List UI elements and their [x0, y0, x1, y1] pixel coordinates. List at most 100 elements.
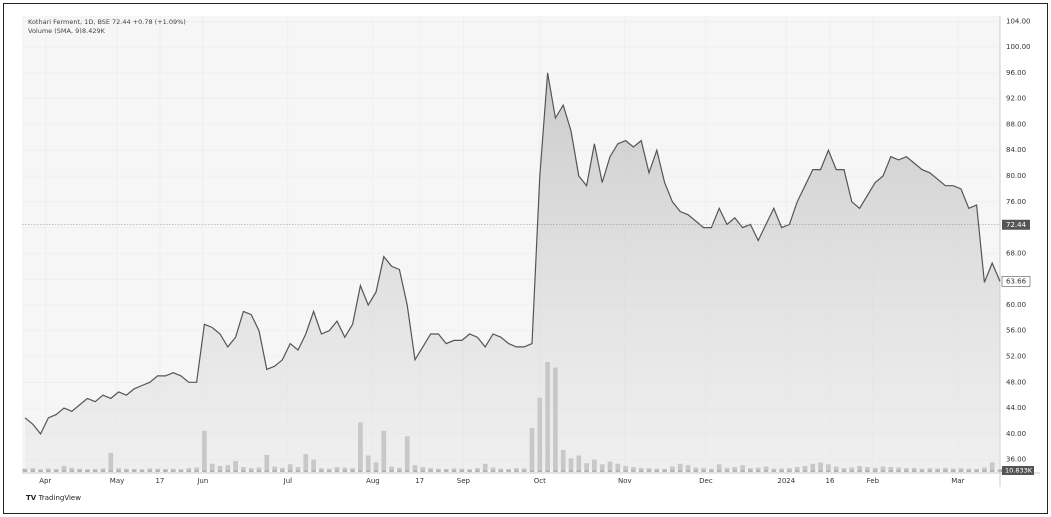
volume-bar	[958, 468, 964, 472]
volume-bar	[974, 468, 979, 472]
x-tick-label: Aug	[366, 477, 380, 485]
volume-bar	[124, 468, 129, 472]
y-tick-label: 84.00	[1006, 146, 1026, 154]
volume-bar	[935, 468, 940, 472]
volume-bar	[654, 468, 660, 472]
volume-bar	[709, 468, 714, 472]
volume-bar	[443, 468, 449, 472]
y-tick-label: 48.00	[1006, 378, 1026, 386]
price-line	[24, 72, 1001, 436]
volume-bar	[319, 468, 324, 472]
volume-bar	[77, 468, 82, 472]
title-stats: 72.44 +0.78 (+1.09%)	[112, 18, 186, 26]
volume-bar	[475, 468, 480, 472]
volume-bar	[779, 468, 784, 472]
volume-bar	[950, 468, 956, 472]
title: Kothari Ferment, 1D, BSE	[28, 18, 110, 26]
x-tick-label: Dec	[699, 477, 713, 485]
volume-bar	[326, 468, 332, 472]
x-tick-label: Apr	[39, 477, 51, 485]
y-tick-label: 60.00	[1006, 301, 1026, 309]
x-tick-label: Nov	[618, 477, 632, 485]
subtitle-stats: 8.429K	[82, 27, 106, 35]
price-layer	[22, 72, 1001, 471]
volume-bar	[116, 468, 121, 472]
y-tick-label: 104.00	[1006, 17, 1031, 25]
x-tick-label: 16	[825, 477, 834, 485]
volume-bar	[521, 468, 527, 472]
volume-bar	[498, 468, 504, 472]
volume-bar	[451, 468, 457, 472]
x-tick-label: Jul	[283, 477, 293, 485]
y-tick-label: 44.00	[1006, 404, 1026, 412]
volume-bar	[436, 468, 441, 472]
y-tick-label: 92.00	[1006, 95, 1026, 103]
x-tick-label: Feb	[867, 477, 880, 485]
y-tick-label: 96.00	[1006, 69, 1026, 77]
volume-bar	[46, 468, 51, 472]
volume-bar	[662, 468, 667, 472]
logo-text: TradingView	[38, 494, 82, 502]
volume-bar	[514, 468, 519, 472]
volume-bar	[467, 469, 472, 472]
volume-bar	[163, 468, 168, 472]
volume-bar	[919, 468, 925, 472]
axes: 36.0040.0044.0048.0052.0056.0060.0064.00…	[39, 17, 1034, 485]
ref-tag-label: 72.44	[1006, 221, 1027, 229]
volume-bar	[701, 468, 706, 472]
volume-bar	[904, 468, 909, 472]
y-tick-label: 56.00	[1006, 327, 1026, 335]
volume-bar	[178, 469, 184, 472]
volume-bar	[646, 468, 652, 472]
last-price-tag	[1001, 276, 1031, 287]
volume-bar	[350, 468, 355, 472]
volume-bar	[927, 468, 933, 472]
y-tick-label: 52.00	[1006, 353, 1026, 361]
volume-bar	[997, 469, 1003, 472]
x-tick-label: 2024	[777, 477, 795, 485]
volume-bar	[30, 468, 36, 472]
ref-tag	[1002, 219, 1030, 230]
volume-bar	[459, 468, 465, 472]
volume-bar	[787, 468, 792, 472]
x-tick-label: Oct	[534, 477, 546, 485]
y-tick-label: 80.00	[1006, 172, 1026, 180]
volume-tag	[1002, 466, 1034, 475]
volume-bar	[966, 468, 972, 472]
volume-bar	[248, 468, 254, 472]
volume-bar	[506, 468, 511, 472]
volume-bar	[22, 468, 28, 472]
x-tick-label: 17	[155, 477, 164, 485]
volume-bar	[85, 469, 90, 472]
volume-bar	[131, 468, 137, 472]
x-tick-label: Jun	[196, 477, 208, 485]
volume-bar	[428, 468, 433, 472]
volume-bar	[170, 468, 176, 472]
price-area	[25, 72, 1000, 471]
subtitle: Volume (SMA, 9)	[28, 27, 82, 35]
y-tick-label: 100.00	[1006, 43, 1031, 51]
volume-bar	[92, 468, 98, 472]
volume-bar	[100, 468, 106, 472]
volume-bar	[748, 468, 753, 472]
volume-bar	[38, 469, 43, 472]
volume-bar	[155, 468, 160, 472]
x-tick-label: Sep	[457, 477, 471, 485]
y-tick-label: 40.00	[1006, 430, 1026, 438]
last-price-label: 63.66	[1006, 277, 1027, 285]
y-tick-label: 88.00	[1006, 120, 1026, 128]
volume-bar	[139, 469, 145, 472]
x-tick-label: May	[110, 477, 124, 485]
logo: TV TradingView	[26, 494, 81, 502]
y-tick-label: 36.00	[1006, 456, 1026, 464]
y-tick-label: 68.00	[1006, 249, 1026, 257]
y-tick-label: 76.00	[1006, 198, 1026, 206]
volume-tag-label: 10.833K	[1005, 467, 1033, 475]
volume-bar	[841, 468, 847, 472]
volume-bar	[186, 468, 192, 472]
x-tick-label: Mar	[951, 477, 964, 485]
volume-bar	[147, 468, 153, 472]
volume-bar	[771, 468, 777, 472]
x-tick-label: 17	[415, 477, 424, 485]
